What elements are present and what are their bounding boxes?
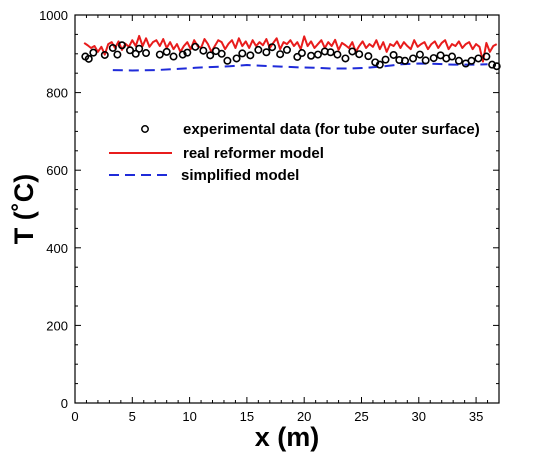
data-point-experimental — [313, 50, 322, 59]
data-point-experimental — [375, 60, 384, 69]
data-point-experimental — [206, 51, 215, 60]
x-tick-label: 25 — [354, 409, 368, 424]
data-point-experimental — [421, 56, 430, 65]
x-tick-label: 15 — [240, 409, 254, 424]
data-point-experimental — [178, 50, 187, 59]
y-tick-label: 400 — [46, 241, 68, 256]
y-tick-label: 200 — [46, 318, 68, 333]
data-point-experimental — [474, 54, 483, 63]
data-point-experimental — [142, 49, 151, 58]
data-point-experimental — [467, 56, 476, 65]
data-point-experimental — [282, 45, 291, 54]
data-point-experimental — [113, 50, 122, 59]
data-point-experimental — [246, 51, 255, 60]
data-point-experimental — [492, 62, 501, 71]
data-point-experimental — [135, 44, 144, 53]
data-point-experimental — [364, 52, 373, 61]
data-point-experimental — [238, 49, 247, 58]
y-tick-label: 1000 — [39, 8, 68, 23]
series-line-real-model — [83, 34, 498, 63]
data-point-experimental — [436, 51, 445, 60]
data-point-experimental — [254, 45, 263, 54]
data-point-experimental — [454, 56, 463, 65]
data-point-experimental — [415, 50, 424, 59]
y-tick-label: 800 — [46, 86, 68, 101]
legend-item-real-model: real reformer model — [109, 145, 324, 162]
data-point-experimental — [268, 43, 277, 52]
series-layer — [81, 34, 501, 72]
legend-marker-experimental — [141, 125, 149, 133]
x-axis-title: x (m) — [255, 422, 320, 452]
data-point-experimental — [448, 52, 457, 61]
data-point-experimental — [307, 51, 316, 60]
legend: experimental data (for tube outer surfac… — [109, 121, 480, 184]
x-tick-label: 20 — [297, 409, 311, 424]
data-point-experimental — [326, 48, 335, 57]
data-point-experimental — [401, 56, 410, 65]
data-point-experimental — [348, 47, 357, 56]
legend-label-simplified-model: simplified model — [181, 167, 299, 184]
data-point-experimental — [381, 55, 390, 64]
x-tick-label: 5 — [129, 409, 136, 424]
data-point-experimental — [223, 56, 232, 65]
data-point-experimental — [429, 54, 438, 63]
legend-item-experimental: experimental data (for tube outer surfac… — [141, 121, 480, 138]
x-tick-label: 0 — [71, 409, 78, 424]
data-point-experimental — [262, 48, 271, 57]
data-point-experimental — [162, 47, 171, 56]
data-point-experimental — [488, 60, 497, 69]
data-point-experimental — [89, 48, 98, 57]
data-point-experimental — [117, 41, 126, 50]
data-point-experimental — [183, 48, 192, 57]
plot-frame — [74, 14, 500, 404]
data-point-experimental — [341, 54, 350, 63]
data-point-experimental — [297, 49, 306, 58]
data-point-experimental — [169, 52, 178, 61]
y-axis-title: T (˚C) — [9, 174, 39, 244]
data-point-experimental — [389, 50, 398, 59]
legend-label-real-model: real reformer model — [183, 145, 324, 162]
x-tick-label: 30 — [412, 409, 426, 424]
series-line-simplified-model — [112, 62, 488, 72]
data-point-experimental — [482, 52, 491, 61]
data-point-experimental — [84, 54, 93, 63]
data-point-experimental — [409, 54, 418, 63]
plot-area: 0 5 10 15 20 25 30 35 0 200 400 600 800 1000 — [39, 8, 501, 424]
data-point-experimental — [108, 43, 117, 52]
data-point-experimental — [217, 49, 226, 58]
x-tick-label: 35 — [469, 409, 483, 424]
legend-item-simplified-model: simplified model — [109, 167, 299, 184]
data-point-experimental — [191, 42, 200, 51]
y-tick-label: 600 — [46, 163, 68, 178]
data-point-experimental — [155, 50, 164, 59]
data-point-experimental — [232, 54, 241, 63]
y-axis-ticks: 0 200 400 600 800 1000 — [39, 8, 499, 411]
data-point-experimental — [100, 50, 109, 59]
data-point-experimental — [276, 50, 285, 59]
data-point-experimental — [126, 46, 135, 55]
x-axis-ticks: 0 5 10 15 20 25 30 35 — [71, 15, 500, 424]
data-point-experimental — [355, 50, 364, 59]
legend-label-experimental: experimental data (for tube outer surfac… — [183, 121, 480, 138]
data-point-experimental — [333, 50, 342, 59]
data-point-experimental — [199, 46, 208, 55]
x-tick-label: 10 — [182, 409, 196, 424]
y-tick-label: 0 — [61, 396, 68, 411]
data-point-experimental — [293, 52, 302, 61]
